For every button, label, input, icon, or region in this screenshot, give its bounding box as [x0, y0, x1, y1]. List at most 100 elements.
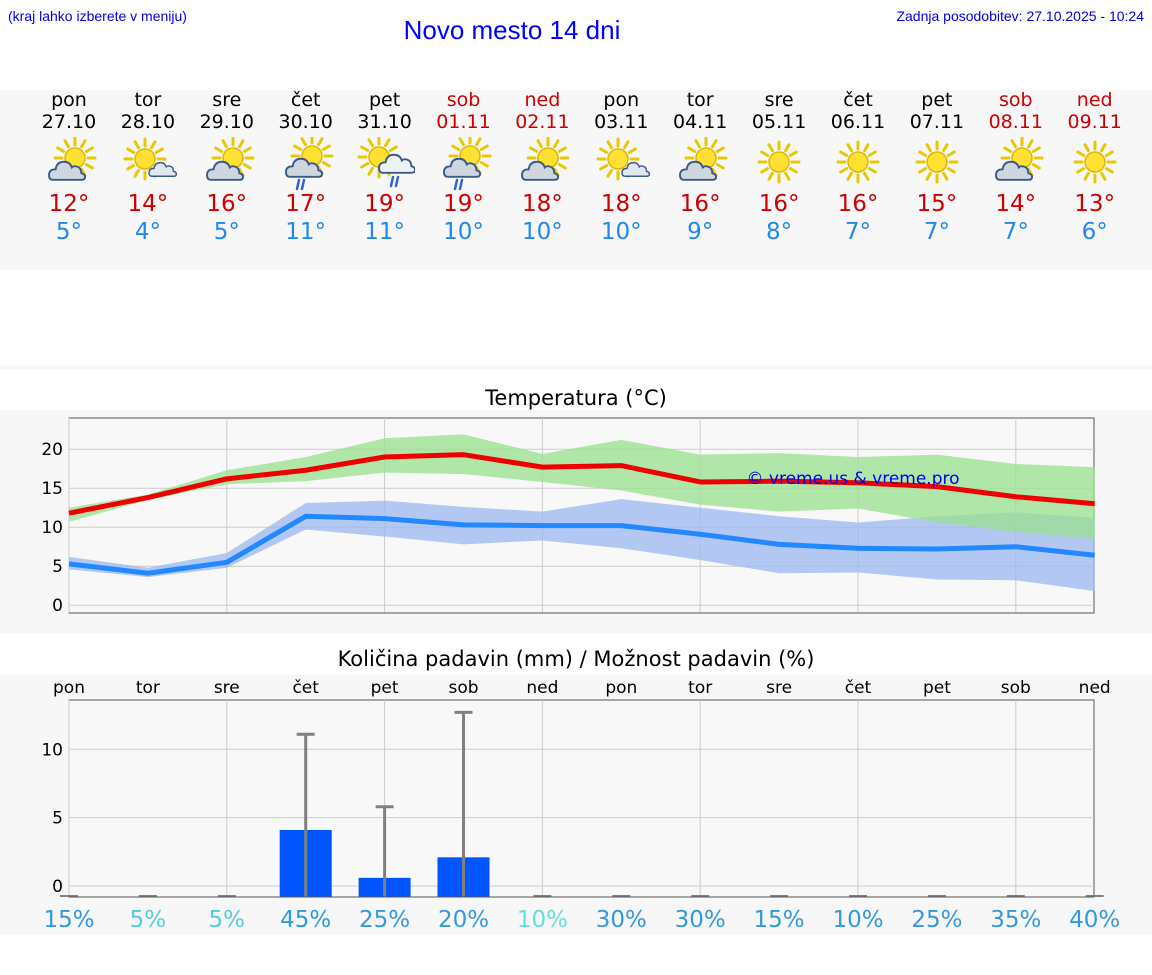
- day-date: 06.11: [830, 111, 886, 133]
- sun-glyph: [757, 140, 801, 184]
- min-temperature-line: [68, 513, 1095, 576]
- cloud-glyph: [48, 160, 87, 181]
- day-name: sob: [446, 89, 481, 111]
- last-update: Zadnja posodobitev: 27.10.2025 - 10:24: [896, 8, 1144, 24]
- cloud-glyph: [377, 153, 415, 174]
- day-column: sre 05.11 16° 8°: [739, 89, 819, 246]
- precipitation-probability: 30%: [596, 907, 647, 933]
- day-date: 28.10: [120, 111, 176, 133]
- y-tick-label: 0: [52, 596, 63, 616]
- y-tick-label: 10: [41, 740, 63, 760]
- max-temperature: 18°: [600, 191, 642, 217]
- min-temperature: 11°: [285, 219, 327, 245]
- temperature-chart: 0 5 10 15 20 © vreme.us & vreme.pro: [41, 417, 1095, 616]
- x-category-label: pon: [53, 678, 85, 698]
- cloud-glyph: [994, 160, 1033, 181]
- max-temperature: 15°: [916, 191, 958, 217]
- max-temperature: 17°: [285, 191, 327, 217]
- sun-cloud-icon: [187, 137, 267, 192]
- cloud-glyph: [284, 157, 323, 178]
- max-temperature: 12°: [48, 191, 90, 217]
- y-tick-label: 5: [52, 809, 63, 829]
- sun-glyph: [836, 140, 880, 184]
- day-column: ned 02.11 18° 10°: [502, 89, 582, 246]
- min-temperature: 5°: [213, 219, 240, 245]
- min-temperature: 7°: [1002, 219, 1029, 245]
- day-column: pon 03.11 18° 10°: [581, 89, 661, 246]
- day-column: čet 30.10 17° 11°: [266, 89, 346, 246]
- max-temperature: 19°: [364, 191, 405, 217]
- precipitation-probability: 20%: [438, 907, 489, 933]
- precipitation-probability: 5%: [130, 907, 167, 933]
- day-date: 05.11: [751, 111, 807, 133]
- day-date: 02.11: [515, 111, 570, 133]
- day-column: pet 07.11 15° 7°: [897, 89, 977, 246]
- sun-glyph: [123, 137, 167, 181]
- sun-cloud-icon: [660, 137, 740, 192]
- min-temperature: 8°: [766, 219, 793, 245]
- precipitation-probability: 5%: [209, 907, 246, 933]
- max-temperature: 16°: [758, 191, 800, 217]
- rain-glyph: [295, 178, 305, 191]
- sun-icon: [818, 137, 898, 192]
- page-title: Novo mesto 14 dni: [403, 15, 621, 45]
- min-temperature: 11°: [364, 219, 405, 245]
- precipitation-panel: Količina padavin (mm) / Možnost padavin …: [0, 647, 1152, 935]
- y-tick-label: 20: [41, 440, 63, 460]
- precipitation-probability: 40%: [1069, 907, 1120, 933]
- min-temperature-range: [69, 499, 1095, 592]
- day-date: 01.11: [436, 111, 491, 133]
- x-category-label: sre: [214, 678, 240, 698]
- precipitation-probability: 10%: [832, 907, 883, 933]
- divider: [0, 365, 1152, 370]
- x-category-label: pet: [923, 678, 951, 698]
- day-column: tor 04.11 16° 9°: [660, 89, 740, 246]
- day-name: sob: [999, 89, 1033, 111]
- day-name: pet: [368, 89, 401, 111]
- max-temperature: 16°: [679, 191, 721, 217]
- x-category-label: čet: [845, 678, 872, 698]
- max-temperature-range: [69, 434, 1095, 539]
- precipitation-probability: 30%: [675, 907, 726, 933]
- cloud-glyph: [205, 160, 244, 181]
- watermark: © vreme.us & vreme.pro: [746, 469, 959, 489]
- day-date: 04.11: [672, 111, 728, 133]
- max-temperature: 14°: [127, 191, 169, 217]
- day-column: sre 29.10 16° 5°: [187, 89, 267, 246]
- cloud-glyph: [621, 161, 651, 177]
- location-hint: (kraj lahko izberete v meniju): [8, 8, 187, 24]
- day-date: 29.10: [199, 111, 254, 133]
- max-temperature: 13°: [1074, 191, 1116, 217]
- day-name: pon: [603, 89, 640, 111]
- day-column: čet 06.11 16° 7°: [818, 89, 898, 246]
- x-category-label: tor: [136, 678, 160, 698]
- sun-glyph: [915, 140, 959, 184]
- sun-cloud-icon: [29, 137, 109, 192]
- min-temperature: 5°: [55, 219, 83, 245]
- day-date: 09.11: [1067, 111, 1122, 133]
- sun-cloud-rain-icon: [424, 137, 504, 192]
- day-date: 30.10: [278, 111, 333, 133]
- precipitation-probability: 35%: [990, 907, 1041, 933]
- day-column: pet 31.10 19° 11°: [345, 89, 425, 246]
- day-name: tor: [134, 89, 162, 111]
- min-temperature: 7°: [844, 219, 872, 245]
- precipitation-chart-title: Količina padavin (mm) / Možnost padavin …: [337, 647, 815, 671]
- sun-icon: [897, 137, 977, 192]
- sun-cloud-icon: [502, 137, 582, 192]
- daily-forecast-strip: [0, 90, 1152, 270]
- sun-cloud-rain-icon: [266, 137, 346, 192]
- max-temperature-line: [68, 452, 1095, 516]
- precipitation-probability: 10%: [517, 907, 568, 933]
- day-column: ned 09.11 13° 6°: [1055, 89, 1135, 246]
- cloud-sun-rain-icon: [345, 137, 425, 192]
- sun-small-cloud-icon: [581, 137, 661, 192]
- precipitation-probability: 15%: [43, 907, 94, 933]
- precipitation-probability: 25%: [911, 907, 962, 933]
- rain-glyph: [389, 175, 399, 188]
- day-date: 31.10: [357, 111, 412, 133]
- day-date: 08.11: [988, 111, 1043, 133]
- min-temperature: 9°: [687, 219, 714, 245]
- x-category-label: sob: [448, 678, 478, 698]
- day-name: čet: [843, 89, 873, 111]
